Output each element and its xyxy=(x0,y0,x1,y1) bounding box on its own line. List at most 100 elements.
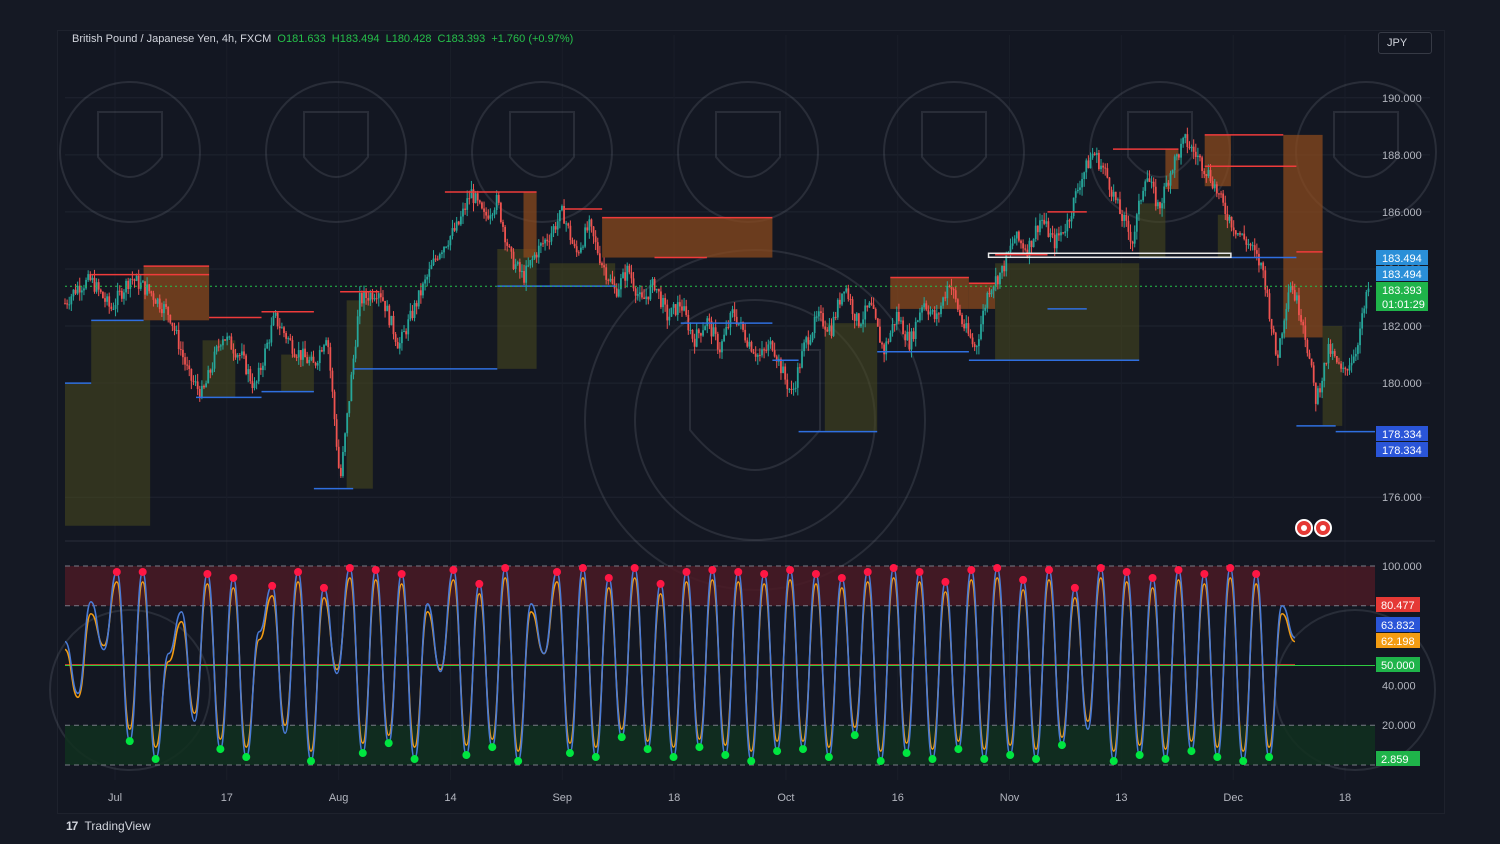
price-axis-label: 180.000 xyxy=(1382,378,1422,390)
candle-body xyxy=(272,315,275,326)
candle-body xyxy=(788,388,791,390)
candle-body xyxy=(516,262,519,265)
candle-body xyxy=(1009,245,1012,253)
candle-body xyxy=(1138,200,1140,215)
candle-body xyxy=(822,313,824,327)
oversold-signal-dot xyxy=(1006,751,1015,760)
overbought-signal-dot xyxy=(501,563,510,572)
candle-body xyxy=(571,239,574,244)
oversold-signal-dot xyxy=(410,755,419,764)
candle-body xyxy=(725,327,728,335)
candle-body xyxy=(1041,219,1043,221)
candle-body xyxy=(733,309,736,317)
candle-body xyxy=(396,341,399,349)
candle-body xyxy=(626,265,629,281)
candle-body xyxy=(820,311,822,314)
candle-body xyxy=(697,329,700,334)
oscillator-tag-box xyxy=(1376,597,1420,612)
candle-body xyxy=(601,263,603,266)
candle-body xyxy=(539,243,542,246)
candle-body xyxy=(270,325,273,343)
candle-body xyxy=(148,284,151,292)
candle-body xyxy=(1218,193,1220,195)
candle-body xyxy=(1365,291,1368,309)
candle-body xyxy=(203,385,205,388)
candle-body xyxy=(746,340,749,347)
currency-button[interactable]: JPY xyxy=(1378,32,1432,54)
candle-body xyxy=(1287,292,1290,310)
candle-body xyxy=(493,210,496,215)
candle-body xyxy=(1135,214,1138,232)
candle-body xyxy=(466,198,469,210)
candle-body xyxy=(205,383,207,388)
candle-body xyxy=(889,332,892,342)
candle-body xyxy=(1100,165,1102,170)
candle-body xyxy=(620,278,622,290)
candle-body xyxy=(182,349,184,358)
oversold-signal-dot xyxy=(591,753,600,762)
candle-body xyxy=(702,330,704,336)
candle-body xyxy=(1001,265,1003,273)
candle-body xyxy=(542,243,544,245)
candle-body xyxy=(919,312,921,321)
oscillator-axis-label: 40.000 xyxy=(1382,680,1416,692)
tradingview-name: TradingView xyxy=(84,819,151,833)
candle-body xyxy=(1335,356,1338,363)
candle-body xyxy=(238,354,241,356)
candle-body xyxy=(809,340,812,345)
candle-body xyxy=(577,252,580,254)
supply-zone xyxy=(1283,134,1323,338)
candle-body xyxy=(609,278,612,281)
candle-body xyxy=(438,253,441,259)
price-tag-label: 183.393 xyxy=(1382,285,1422,297)
candle-body xyxy=(897,311,900,322)
open-value: O181.633 xyxy=(277,33,326,45)
candle-body xyxy=(510,246,513,252)
candle-body xyxy=(617,289,620,297)
candle-body xyxy=(1178,154,1180,158)
candle-body xyxy=(754,353,757,357)
candle-body xyxy=(102,291,104,299)
candle-body xyxy=(598,253,601,264)
candle-body xyxy=(1148,178,1151,182)
low-value: L180.428 xyxy=(385,33,432,45)
price-tag-box xyxy=(1376,296,1428,311)
candle-body xyxy=(914,321,917,339)
candle-body xyxy=(855,313,858,321)
candle-body xyxy=(106,296,109,302)
candle-body xyxy=(489,215,492,219)
price-axis-label: 190.000 xyxy=(1382,93,1422,105)
candle-body xyxy=(127,280,130,289)
candle-body xyxy=(1308,353,1311,359)
candle-body xyxy=(891,324,894,333)
candle-body xyxy=(236,354,239,358)
time-axis-label: 18 xyxy=(1339,792,1351,804)
candle-body xyxy=(228,336,231,338)
candle-body xyxy=(234,353,237,358)
candle-body xyxy=(361,293,363,304)
candle-body xyxy=(179,349,182,351)
candle-body xyxy=(68,304,71,306)
candle-body xyxy=(792,388,795,390)
candle-body xyxy=(948,285,951,287)
oversold-signal-dot xyxy=(565,749,574,758)
candle-body xyxy=(104,298,106,302)
candle-body xyxy=(994,276,997,287)
candle-body xyxy=(1081,179,1083,188)
candle-body xyxy=(1241,233,1244,235)
candle-body xyxy=(1293,289,1296,301)
candle-body xyxy=(1169,172,1172,186)
candle-body xyxy=(371,292,374,300)
tradingview-brand[interactable]: 17 TradingView xyxy=(66,819,151,833)
oscillator-band xyxy=(65,725,1375,765)
candle-body xyxy=(799,367,801,369)
oversold-signal-dot xyxy=(799,745,807,754)
candle-body xyxy=(1333,351,1336,357)
candle-body xyxy=(1266,289,1269,294)
time-axis-label: Nov xyxy=(1000,792,1020,804)
watermark-circle xyxy=(471,81,613,223)
candle-body xyxy=(849,299,852,301)
candle-body xyxy=(1074,191,1077,198)
candle-body xyxy=(1112,191,1115,197)
